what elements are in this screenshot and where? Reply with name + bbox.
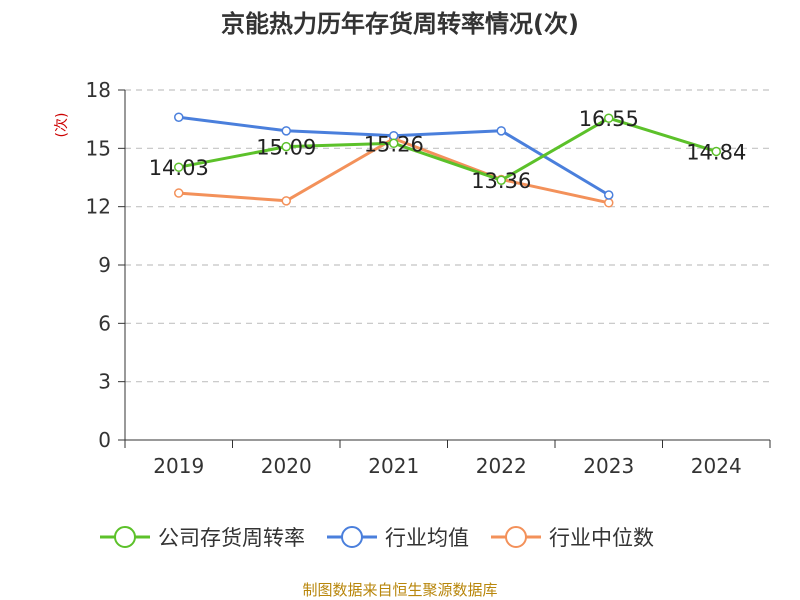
data-point: [604, 198, 614, 208]
legend-marker: [114, 526, 136, 548]
data-point: [281, 141, 291, 152]
data-label: 14.84: [686, 140, 746, 164]
data-point: [174, 112, 184, 122]
data-point: [496, 126, 506, 136]
x-tick-label: 2024: [691, 454, 742, 478]
x-tick-label: 2022: [476, 454, 527, 478]
data-point: [281, 126, 291, 136]
data-point: [604, 113, 614, 123]
legend-item: 公司存货周转率: [100, 526, 305, 550]
legend-item: 行业中位数: [491, 526, 654, 550]
y-tick-label: 9: [98, 253, 111, 277]
y-tick-label: 3: [98, 370, 111, 394]
data-label: 13.36: [471, 169, 531, 193]
data-point: [389, 138, 399, 149]
legend-label: 行业均值: [385, 526, 469, 550]
chart-title: 京能热力历年存货周转率情况(次): [221, 10, 579, 38]
data-label: 15.09: [256, 136, 316, 160]
source-note: 制图数据来自恒生聚源数据库: [302, 581, 497, 599]
series-group: [174, 112, 614, 200]
data-point: [604, 190, 614, 200]
y-tick-label: 6: [98, 311, 111, 335]
series-group: [174, 113, 721, 185]
x-tick-label: 2019: [153, 454, 204, 478]
series-line: [178, 116, 717, 182]
series: [174, 112, 721, 208]
data-label: 14.03: [149, 156, 209, 180]
legend: 公司存货周转率 行业均值 行业中位数: [100, 526, 654, 550]
y-axis-label: (次): [54, 113, 70, 138]
data-labels: 14.03 15.09 15.26 13.36 16.55 14.84: [149, 107, 747, 193]
legend-marker: [505, 526, 527, 548]
x-tick-label: 2020: [261, 454, 312, 478]
legend-label: 公司存货周转率: [158, 526, 305, 550]
data-label: 16.55: [579, 107, 639, 131]
data-point: [174, 188, 184, 198]
x-tick-label: 2021: [368, 454, 419, 478]
y-tick-label: 15: [86, 136, 111, 160]
data-point: [711, 146, 721, 157]
data-label: 15.26: [364, 132, 424, 156]
axes: 0 3 6 9 12 15 18 2019 2020 2021 2022 2023 2024: [86, 78, 771, 478]
y-tick-label: 0: [98, 428, 111, 452]
y-tick-label: 18: [86, 78, 111, 102]
data-point: [281, 196, 291, 206]
legend-label: 行业中位数: [549, 526, 654, 550]
grid: [125, 89, 770, 383]
data-point: [496, 175, 506, 185]
x-tick-label: 2023: [583, 454, 634, 478]
y-tick-label: 12: [86, 195, 111, 219]
legend-item: 行业均值: [327, 526, 469, 550]
legend-marker: [341, 526, 363, 548]
data-point: [174, 162, 184, 172]
